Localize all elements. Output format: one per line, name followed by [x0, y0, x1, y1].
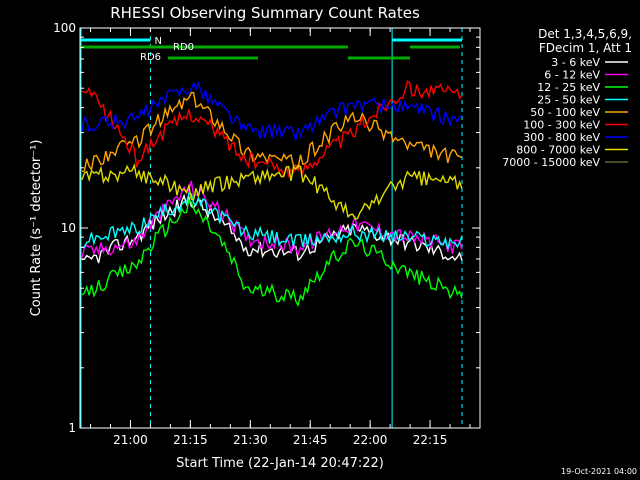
legend-label-6: 300 - 800 keV: [523, 131, 600, 144]
series-line-5: [81, 80, 463, 179]
series-line-3: [81, 192, 463, 250]
x-tick-label-4: 22:00: [353, 433, 388, 447]
x-axis-label: Start Time (22-Jan-14 20:47:22): [176, 456, 384, 471]
legend-header-line-1: Det 1,3,4,5,6,9,: [538, 27, 632, 41]
legend-header-line-2: FDecim 1, Att 1: [539, 41, 632, 55]
legend-label-7: 800 - 7000 keV: [516, 144, 600, 157]
legend-label-4: 50 - 100 keV: [530, 106, 600, 119]
render-timestamp: 19-Oct-2021 04:00: [561, 467, 637, 476]
legend-label-5: 100 - 300 keV: [523, 119, 600, 132]
rd-label-rd6: RD6: [140, 52, 161, 63]
night-label: N: [154, 36, 161, 47]
x-tick-label-3: 21:45: [293, 433, 328, 447]
series-line-4: [81, 91, 463, 172]
x-tick-label-1: 21:15: [173, 433, 208, 447]
legend-label-0: 3 - 6 keV: [551, 56, 600, 69]
y-tick-label-1: 10: [61, 221, 76, 235]
chart-title: RHESSI Observing Summary Count Rates: [110, 4, 420, 22]
legend-label-1: 6 - 12 keV: [544, 69, 600, 82]
series-line-2: [81, 198, 463, 307]
legend-label-8: 7000 - 15000 keV: [502, 156, 600, 169]
plot-area: N RD6 RD0 1 10 100 21:00 21:15 21:30 21:45 22:00 22…: [53, 21, 481, 447]
rd-label-rd0: RD0: [173, 42, 194, 53]
y-axis-label: Count Rate (s⁻¹ detector⁻¹): [29, 140, 44, 317]
series-line-7: [81, 163, 463, 220]
x-tick-label-0: 21:00: [113, 433, 148, 447]
series-line-6: [81, 80, 463, 141]
legend-label-2: 12 - 25 keV: [537, 81, 600, 94]
legend-label-3: 25 - 50 keV: [537, 94, 600, 107]
x-tick-label-5: 22:15: [413, 433, 448, 447]
y-tick-label-0: 1: [68, 421, 76, 435]
y-tick-label-2: 100: [53, 21, 76, 35]
series-line-1: [81, 180, 463, 258]
x-tick-label-2: 21:30: [233, 433, 268, 447]
